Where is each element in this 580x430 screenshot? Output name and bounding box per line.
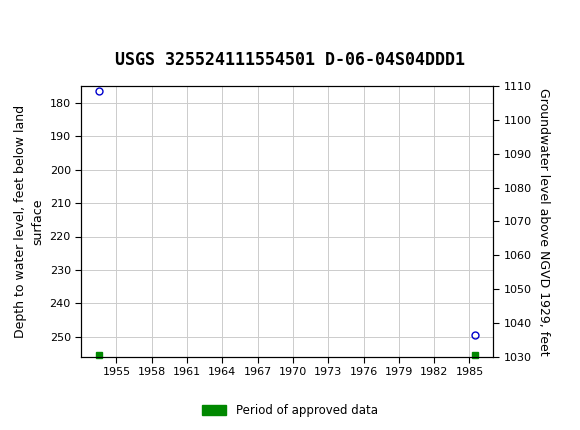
Legend: Period of approved data: Period of approved data [198,399,382,422]
Y-axis label: Depth to water level, feet below land
surface: Depth to water level, feet below land su… [14,105,44,338]
Text: ≋ USGS: ≋ USGS [12,10,88,28]
Y-axis label: Groundwater level above NGVD 1929, feet: Groundwater level above NGVD 1929, feet [537,88,550,355]
Text: USGS 325524111554501 D-06-04S04DDD1: USGS 325524111554501 D-06-04S04DDD1 [115,51,465,69]
